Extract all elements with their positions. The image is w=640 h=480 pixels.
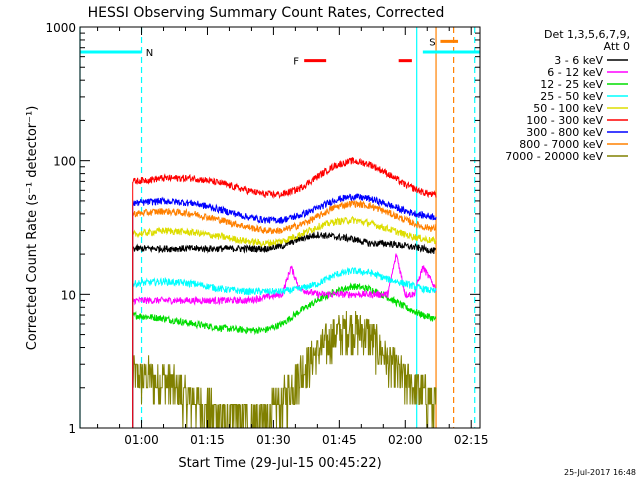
flare_bar-label-2: F xyxy=(293,57,299,68)
x-tick-label-1: 01:15 xyxy=(190,433,225,447)
y-tick-label-0: 1 xyxy=(68,422,76,436)
series-line-300to800keV xyxy=(132,193,437,428)
x-tick-label-2: 01:30 xyxy=(256,433,291,447)
timestamp: 25-Jul-2017 16:48 xyxy=(564,468,636,477)
y-tick-label-2: 100 xyxy=(53,155,76,169)
night_bar-label-0: N xyxy=(146,48,153,59)
legend-label-5: 100 - 300 keV xyxy=(526,114,603,127)
legend-label-8: 7000 - 20000 keV xyxy=(505,150,603,163)
legend-header-line-1: Det 1,3,5,6,7,9, xyxy=(544,28,630,41)
legend-label-0: 3 - 6 keV xyxy=(554,54,603,67)
legend-label-3: 25 - 50 keV xyxy=(540,90,603,103)
legend-header-line-2: Att 0 xyxy=(604,40,630,53)
series-line-3to6keV xyxy=(132,231,436,428)
x-tick-label-5: 02:15 xyxy=(454,433,489,447)
legend-label-1: 6 - 12 keV xyxy=(547,66,603,79)
series-line-800to7000keV xyxy=(132,199,437,428)
series-line-7000to20000keV xyxy=(132,310,437,429)
chart-title: HESSI Observing Summary Count Rates, Cor… xyxy=(88,5,445,21)
legend-label-4: 50 - 100 keV xyxy=(533,102,603,115)
series-line-6to12keV xyxy=(132,253,437,428)
y-axis-label: Corrected Count Rate (s⁻¹ detector⁻¹) xyxy=(25,106,40,351)
legend-label-7: 800 - 7000 keV xyxy=(519,138,603,151)
y-tick-label-1: 10 xyxy=(61,288,76,302)
series-line-25to50keV xyxy=(132,266,437,428)
x-tick-label-3: 01:45 xyxy=(322,433,357,447)
x-tick-label-0: 01:00 xyxy=(124,433,159,447)
plot-frame xyxy=(79,26,481,429)
legend-label-2: 12 - 25 keV xyxy=(540,78,603,91)
y-tick-label-3: 1000 xyxy=(45,21,76,35)
legend-label-6: 300 - 800 keV xyxy=(526,126,603,139)
saa_bar-label-4: S xyxy=(429,37,435,48)
series-line-50to100keV xyxy=(132,215,437,428)
x-tick-label-4: 02:00 xyxy=(388,433,423,447)
x-axis-label: Start Time (29-Jul-15 00:45:22) xyxy=(178,456,381,471)
series-line-100to300keV xyxy=(132,157,437,428)
